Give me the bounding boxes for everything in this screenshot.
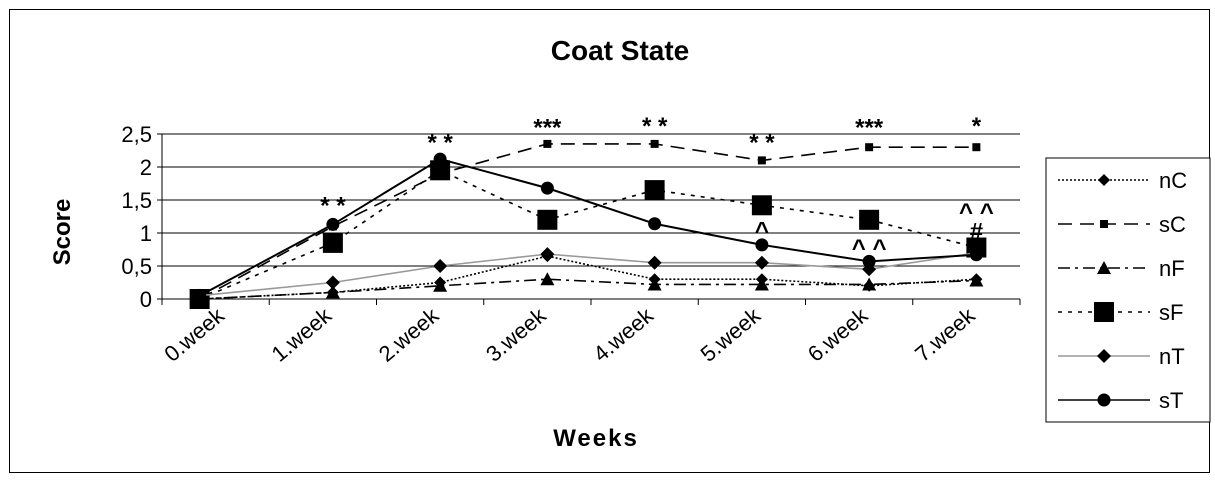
legend-label: nC [1159,168,1187,193]
significance-annotation: ^ [755,217,769,244]
legend-marker [1097,261,1111,274]
chart-title: Coat State [551,35,689,66]
legend-label: sF [1159,300,1183,325]
data-point-sT [755,238,769,252]
significance-annotation: *** [855,114,884,141]
data-point-nF [325,285,340,299]
y-tick-label: 0,5 [121,254,152,279]
y-axis-title: Score [49,199,76,266]
y-tick-label: 0 [140,287,152,312]
x-axis-title: Weeks [553,425,639,452]
data-point-sC [543,139,552,148]
data-point-sT [193,289,207,303]
series-line-sF [199,169,977,300]
significance-annotation: * * [749,130,775,157]
data-point-nF [540,272,555,286]
legend-marker [1097,349,1111,363]
legend-label: nT [1159,344,1185,369]
data-point-sT [540,181,554,195]
data-point-nT [433,259,448,273]
legend-item-nT: nT [1058,344,1185,369]
data-point-nT [325,275,340,290]
legend-label: sC [1159,212,1186,237]
legend-item-nF: nF [1058,256,1185,281]
data-point-sT [433,152,447,166]
data-point-nT [647,255,662,270]
significance-annotation: * * [427,130,453,157]
legend-marker [1094,302,1114,322]
data-point-nF [754,277,769,291]
y-tick-label: 1 [140,221,152,246]
series-sT [193,152,983,303]
significance-annotation: * [972,113,982,140]
data-point-sF [751,195,772,216]
data-point-nF [433,278,448,292]
data-point-sC [757,156,766,165]
series-nF [192,272,984,305]
data-point-nF [862,277,877,291]
legend: nC sC nF sF nT sT [1045,157,1211,423]
y-tick-label: 2 [140,155,152,180]
data-point-sF [430,160,451,181]
significance-annotation: * * [320,192,346,219]
significance-annotation: ^ ^ [959,199,994,226]
series-line-sT [199,158,977,297]
data-point-sF [322,232,343,253]
legend-marker [1098,174,1110,186]
series-line-nF [199,278,977,300]
legend-marker [1100,220,1108,228]
significance-annotation: ^ ^ [852,235,887,262]
legend-item-nC: nC [1058,168,1187,193]
series-line-nT [199,252,977,297]
data-point-nF [647,277,662,291]
data-point-sT [326,217,340,231]
y-tick-label: 1,5 [121,188,152,213]
y-tick-label: 2,5 [121,122,152,147]
chart-border [9,9,1210,473]
data-point-nF [969,273,984,287]
legend-item-sT: sT [1058,388,1183,413]
legend-item-sF: sF [1058,300,1183,325]
legend-marker [1097,393,1111,407]
data-point-sT [969,248,983,262]
legend-label: sT [1159,388,1183,413]
legend-box [1045,157,1211,423]
significance-annotation: # [970,219,983,246]
data-point-sT [648,217,662,231]
data-point-sF [644,180,665,201]
legend-label: nF [1159,256,1185,281]
data-point-nT [540,247,555,262]
series-line-sC [199,143,977,300]
data-point-sC [865,143,874,152]
data-point-sF [537,209,558,230]
data-point-sT [862,254,876,268]
data-point-sC [972,143,981,152]
legend-item-sC: sC [1058,212,1186,237]
data-point-sC [650,139,659,148]
data-point-sF [859,209,880,230]
data-point-nT [754,255,769,270]
significance-annotation: *** [533,114,562,141]
significance-annotation: * * [642,113,668,140]
series-sF [189,160,987,309]
